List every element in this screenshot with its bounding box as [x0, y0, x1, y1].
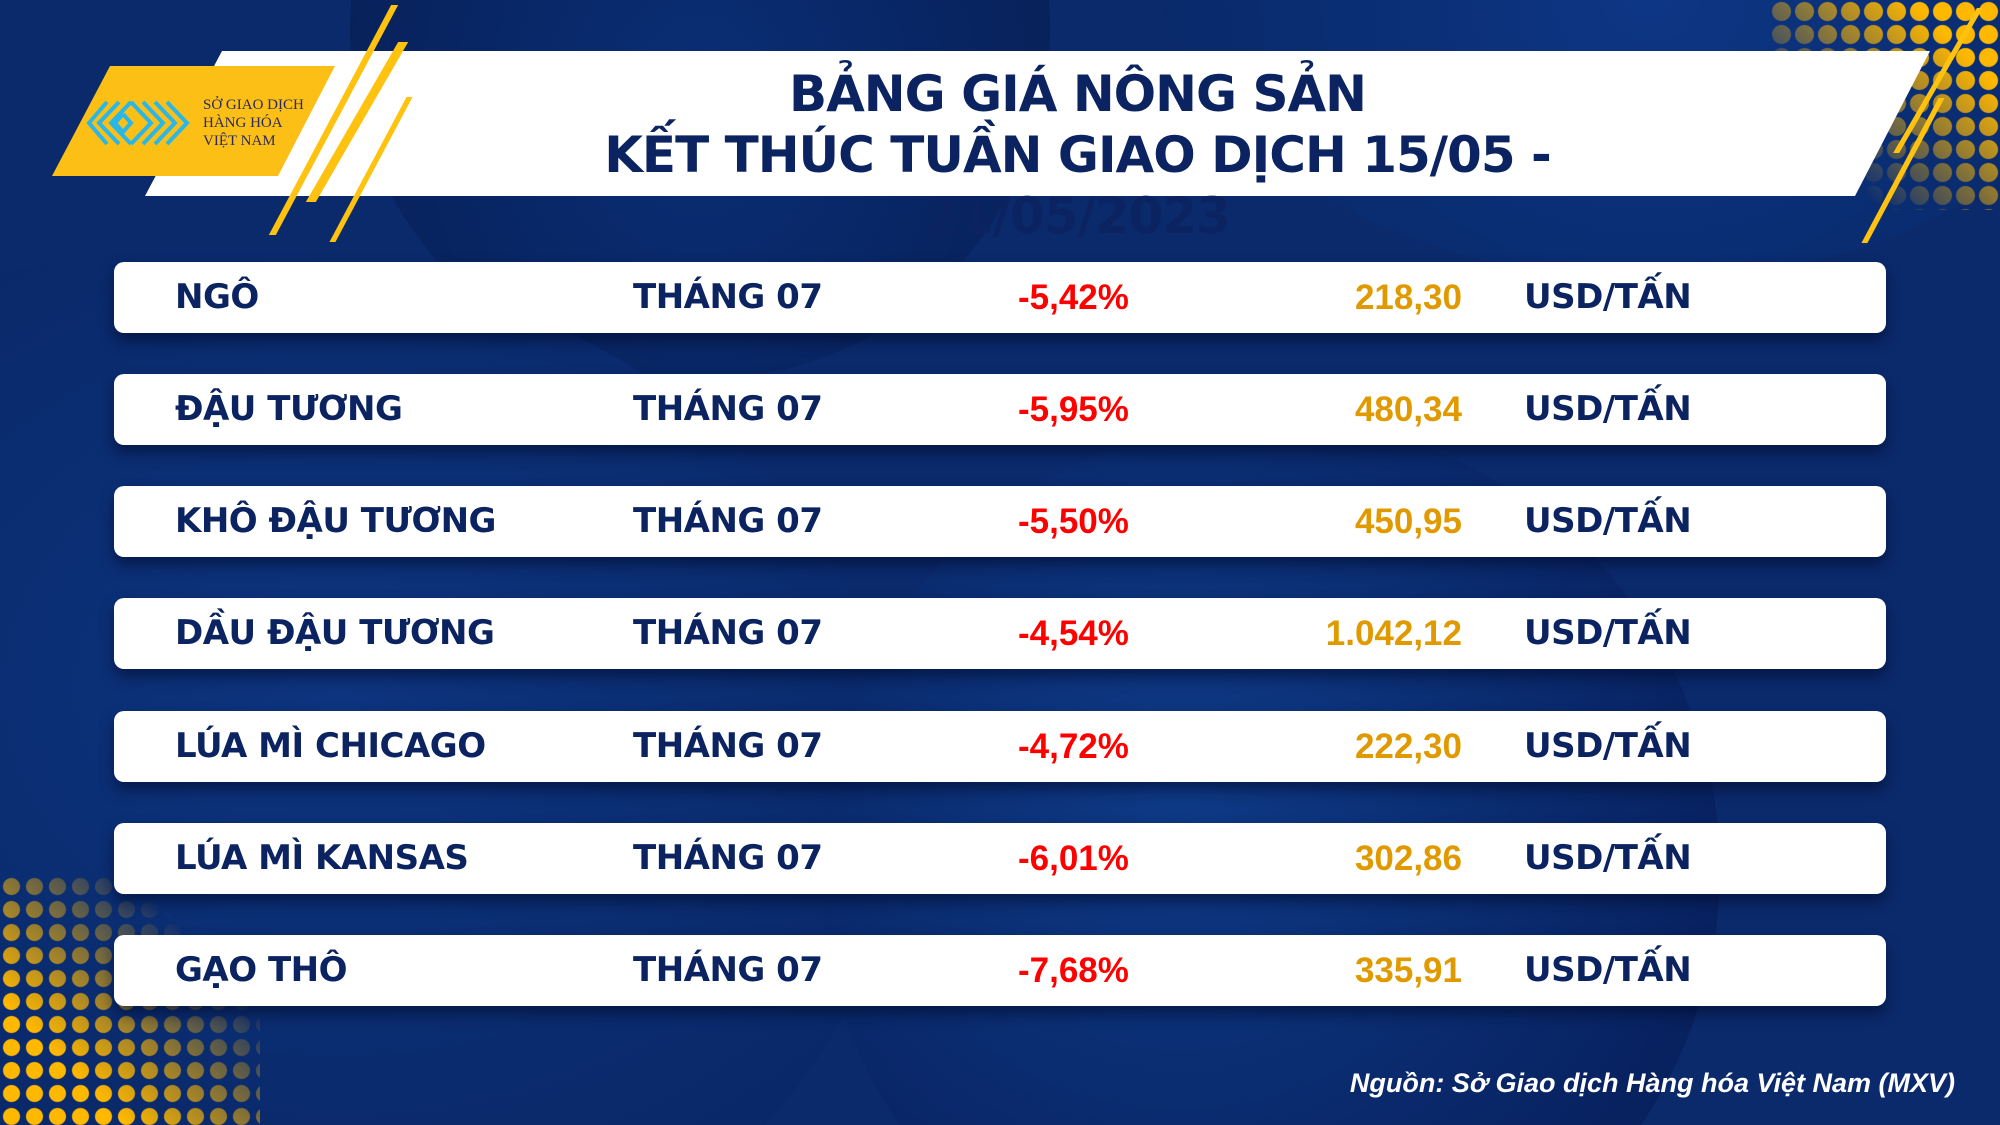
- weekly-change: -6,01%: [1018, 839, 1129, 878]
- price-unit: USD/TẤN: [1524, 613, 1692, 653]
- closing-price: 480,34: [1354, 390, 1462, 429]
- closing-price: 450,95: [1354, 502, 1462, 541]
- weekly-change: -4,72%: [1018, 727, 1129, 766]
- commodity-name: DẦU ĐẬU TƯƠNG: [175, 613, 495, 653]
- price-unit: USD/TẤN: [1524, 501, 1692, 541]
- logo-line: VIỆT NAM: [203, 133, 276, 149]
- mxv-maze-logo-icon: [86, 100, 190, 146]
- price-unit: USD/TẤN: [1524, 838, 1692, 878]
- contract-month: THÁNG 07: [633, 389, 823, 429]
- weekly-change: -5,50%: [1018, 502, 1129, 541]
- logo-line: SỞ GIAO DỊCH: [203, 97, 304, 113]
- table-row: KHÔ ĐẬU TƯƠNG THÁNG 07 -5,50% 450,95 USD…: [114, 486, 1886, 557]
- price-unit: USD/TẤN: [1524, 950, 1692, 990]
- closing-price: 302,86: [1354, 839, 1462, 878]
- commodity-name: GẠO THÔ: [175, 950, 348, 990]
- weekly-change: -5,95%: [1018, 390, 1129, 429]
- price-unit: USD/TẤN: [1524, 726, 1692, 766]
- contract-month: THÁNG 07: [633, 613, 823, 653]
- logo-text: SỞ GIAO DỊCH HÀNG HÓA VIỆT NAM: [203, 96, 304, 150]
- table-row: NGÔ THÁNG 07 -5,42% 218,30 USD/TẤN: [114, 262, 1886, 333]
- commodity-name: LÚA MÌ KANSAS: [175, 838, 469, 878]
- price-unit: USD/TẤN: [1524, 277, 1692, 317]
- closing-price: 335,91: [1354, 951, 1462, 990]
- table-row: DẦU ĐẬU TƯƠNG THÁNG 07 -4,54% 1.042,12 U…: [114, 598, 1886, 669]
- page-title: BẢNG GIÁ NÔNG SẢN KẾT THÚC TUẦN GIAO DỊC…: [470, 64, 1685, 247]
- closing-price: 1.042,12: [1325, 614, 1462, 653]
- price-unit: USD/TẤN: [1524, 389, 1692, 429]
- logo-line: HÀNG HÓA: [203, 115, 283, 131]
- commodity-name: KHÔ ĐẬU TƯƠNG: [175, 501, 496, 541]
- weekly-change: -5,42%: [1018, 278, 1129, 317]
- commodity-name: NGÔ: [175, 277, 259, 317]
- contract-month: THÁNG 07: [633, 501, 823, 541]
- closing-price: 222,30: [1354, 727, 1462, 766]
- contract-month: THÁNG 07: [633, 838, 823, 878]
- contract-month: THÁNG 07: [633, 277, 823, 317]
- commodity-name: LÚA MÌ CHICAGO: [175, 726, 486, 766]
- title-line-1: BẢNG GIÁ NÔNG SẢN: [788, 65, 1367, 123]
- closing-price: 218,30: [1354, 278, 1462, 317]
- commodity-name: ĐẬU TƯƠNG: [175, 389, 403, 429]
- weekly-change: -7,68%: [1018, 951, 1129, 990]
- table-row: LÚA MÌ CHICAGO THÁNG 07 -4,72% 222,30 US…: [114, 711, 1886, 782]
- contract-month: THÁNG 07: [633, 726, 823, 766]
- table-row: LÚA MÌ KANSAS THÁNG 07 -6,01% 302,86 USD…: [114, 823, 1886, 894]
- contract-month: THÁNG 07: [633, 950, 823, 990]
- weekly-change: -4,54%: [1018, 614, 1129, 653]
- title-line-2: KẾT THÚC TUẦN GIAO DỊCH 15/05 - 21/05/20…: [604, 126, 1552, 245]
- table-row: GẠO THÔ THÁNG 07 -7,68% 335,91 USD/TẤN: [114, 935, 1886, 1006]
- title-banner: [145, 51, 1930, 196]
- source-note: Nguồn: Sở Giao dịch Hàng hóa Việt Nam (M…: [1349, 1068, 1955, 1098]
- table-row: ĐẬU TƯƠNG THÁNG 07 -5,95% 480,34 USD/TẤN: [114, 374, 1886, 445]
